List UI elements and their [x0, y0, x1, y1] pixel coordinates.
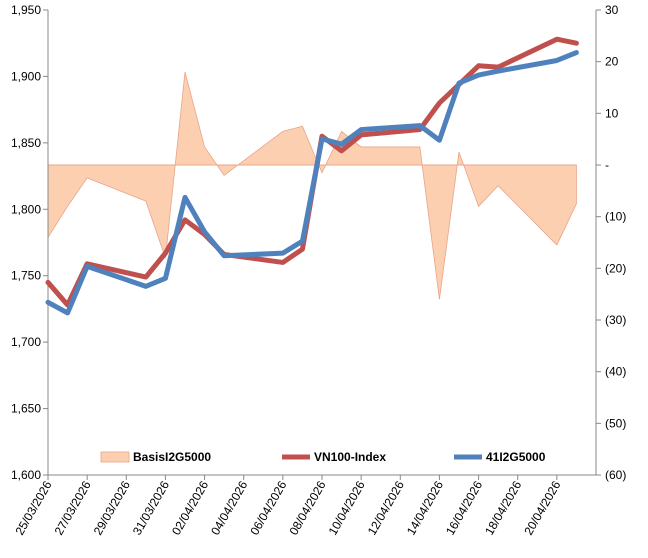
left-axis-ticks: 1,600 1,650 1,700 1,750 1,800 1,850 1,900 1,950: [11, 3, 48, 482]
legend-label-basis: BasisI2G5000: [133, 450, 211, 464]
right-tick-label: (20): [605, 261, 626, 275]
lines-layer: [45, 36, 579, 316]
right-tick-label: 30: [605, 3, 619, 17]
right-tick-label: (60): [605, 468, 626, 482]
left-tick-label: 1,900: [11, 69, 41, 83]
right-tick-label: 10: [605, 106, 619, 120]
legend-swatch-basis: [100, 451, 130, 463]
left-tick-label: 1,850: [11, 136, 41, 150]
left-tick-label: 1,600: [11, 468, 41, 482]
right-tick-label: -: [605, 158, 609, 172]
legend-label-41i2g5000: 41I2G5000: [486, 450, 546, 464]
right-tick-label: (10): [605, 210, 626, 224]
right-axis-ticks: (60) (50) (40) (30) (20) (10) - 10 20 30: [596, 3, 626, 482]
left-tick-label: 1,650: [11, 402, 41, 416]
left-tick-label: 1,700: [11, 335, 41, 349]
basis-area: [47, 71, 577, 300]
legend-label-vn100: VN100-Index: [314, 450, 386, 464]
left-tick-label: 1,750: [11, 269, 41, 283]
chart-legend: BasisI2G5000 VN100-Index 41I2G5000: [100, 450, 546, 464]
right-tick-label: (30): [605, 313, 626, 327]
series-line-1: [45, 50, 579, 316]
left-tick-label: 1,800: [11, 202, 41, 216]
right-tick-label: 20: [605, 55, 619, 69]
right-tick-label: (50): [605, 416, 626, 430]
left-tick-label: 1,950: [11, 3, 41, 17]
basis-area-layer: [47, 71, 577, 300]
right-tick-label: (40): [605, 365, 626, 379]
